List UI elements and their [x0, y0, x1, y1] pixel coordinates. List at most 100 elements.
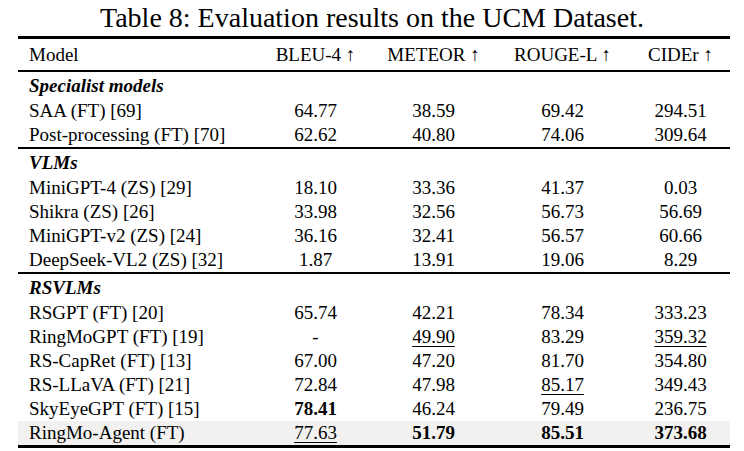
metric-value: 333.23 [654, 302, 706, 323]
metric-cell: 41.37 [494, 176, 631, 200]
metric-value: - [312, 326, 318, 347]
metric-cell: 333.23 [631, 301, 730, 325]
metric-value: 85.17 [541, 374, 584, 395]
metric-value: 77.63 [294, 422, 337, 443]
metric-value: 56.73 [541, 201, 584, 222]
table-row: RingMo-Agent (FT) 77.63 51.7985.51373.68 [18, 421, 730, 447]
table-row: DeepSeek-VL2 (ZS) [32] 1.87 13.91 19.06 8.29 [18, 248, 730, 273]
metric-cell: 349.43 [631, 373, 730, 397]
model-name: Shikra (ZS) [26] [18, 200, 258, 224]
section-label: VLMs [18, 148, 730, 176]
header-row: ModelBLEU-4 ↑METEOR ↑ROUGE-L ↑CIDEr ↑ [18, 38, 730, 72]
table-row: SAA (FT) [69] 64.77 38.59 69.42 294.51 [18, 99, 730, 123]
column-header-model: Model [18, 38, 258, 72]
metric-value: 69.42 [541, 100, 584, 121]
metric-value: 65.74 [294, 302, 337, 323]
metric-value: 46.24 [412, 398, 455, 419]
metric-cell: 56.57 [494, 224, 631, 248]
metric-value: 83.29 [541, 326, 584, 347]
metric-cell: 309.64 [631, 123, 730, 148]
metric-value: 64.77 [294, 100, 337, 121]
metric-cell: 85.51 [494, 421, 631, 447]
metric-cell: 33.36 [373, 176, 494, 200]
metric-value: 62.62 [294, 124, 337, 145]
metric-cell: 42.21 [373, 301, 494, 325]
model-name: RSGPT (FT) [20] [18, 301, 258, 325]
table-row: RingMoGPT (FT) [19]-49.9083.29359.32 [18, 325, 730, 349]
metric-value: 236.75 [654, 398, 706, 419]
metric-cell: 294.51 [631, 99, 730, 123]
metric-cell: 51.79 [373, 421, 494, 447]
metric-value: 49.90 [412, 326, 455, 347]
metric-value: 32.41 [412, 225, 455, 246]
metric-cell: 62.62 [258, 123, 373, 148]
metric-cell: 46.24 [373, 397, 494, 421]
results-table: ModelBLEU-4 ↑METEOR ↑ROUGE-L ↑CIDEr ↑ Sp… [18, 36, 730, 448]
metric-value: 78.41 [294, 398, 337, 419]
metric-value: 354.80 [654, 350, 706, 371]
model-name: MiniGPT-v2 (ZS) [24] [18, 224, 258, 248]
metric-value: 294.51 [654, 100, 706, 121]
section-header-row: RSVLMs [18, 273, 730, 301]
metric-value: 19.06 [541, 249, 584, 270]
metric-value: 32.56 [412, 201, 455, 222]
metric-cell: 38.59 [373, 99, 494, 123]
metric-cell: 56.73 [494, 200, 631, 224]
metric-value: 13.91 [412, 249, 455, 270]
metric-cell: 18.10 [258, 176, 373, 200]
metric-value: 67.00 [294, 350, 337, 371]
metric-cell: 32.56 [373, 200, 494, 224]
metric-value: 349.43 [654, 374, 706, 395]
metric-cell: 78.41 [258, 397, 373, 421]
metric-value: 8.29 [664, 249, 697, 270]
metric-value: 81.70 [541, 350, 584, 371]
section-label: RSVLMs [18, 273, 730, 301]
model-name: DeepSeek-VL2 (ZS) [32] [18, 248, 258, 273]
metric-cell: 8.29 [631, 248, 730, 273]
metric-cell: 13.91 [373, 248, 494, 273]
metric-value: 42.21 [412, 302, 455, 323]
metric-cell: 354.80 [631, 349, 730, 373]
metric-value: 56.69 [659, 201, 702, 222]
model-name: RingMo-Agent (FT) [18, 421, 258, 447]
metric-cell: 72.84 [258, 373, 373, 397]
metric-value: 1.87 [299, 249, 332, 270]
metric-cell: 64.77 [258, 99, 373, 123]
table-row: SkyEyeGPT (FT) [15] 78.41 46.24 79.49 236.75 [18, 397, 730, 421]
metric-cell: 81.70 [494, 349, 631, 373]
metric-cell: 36.16 [258, 224, 373, 248]
metric-cell: 1.87 [258, 248, 373, 273]
metric-cell: 78.34 [494, 301, 631, 325]
column-header-cider: CIDEr ↑ [631, 38, 730, 72]
model-name: SkyEyeGPT (FT) [15] [18, 397, 258, 421]
metric-cell: 373.68 [631, 421, 730, 447]
metric-value: 74.06 [541, 124, 584, 145]
metric-cell: 19.06 [494, 248, 631, 273]
metric-cell: - [258, 325, 373, 349]
metric-cell: 33.98 [258, 200, 373, 224]
model-name: RingMoGPT (FT) [19] [18, 325, 258, 349]
table-row: RS-LLaVA (FT) [21]72.8447.9885.17349.43 [18, 373, 730, 397]
metric-value: 36.16 [294, 225, 337, 246]
metric-cell: 85.17 [494, 373, 631, 397]
metric-cell: 69.42 [494, 99, 631, 123]
table-row: RS-CapRet (FT) [13]67.0047.2081.70354.80 [18, 349, 730, 373]
table-section: Specialist modelsSAA (FT) [69]64.7738.59… [18, 71, 730, 148]
column-header-meteor: METEOR ↑ [373, 38, 494, 72]
metric-cell: 32.41 [373, 224, 494, 248]
table-header: ModelBLEU-4 ↑METEOR ↑ROUGE-L ↑CIDEr ↑ [18, 38, 730, 72]
metric-cell: 79.49 [494, 397, 631, 421]
table-row: Post-processing (FT) [70]62.6240.8074.06… [18, 123, 730, 148]
metric-value: 41.37 [541, 177, 584, 198]
metric-cell: 77.63 [258, 421, 373, 447]
metric-value: 33.98 [294, 201, 337, 222]
metric-cell: 0.03 [631, 176, 730, 200]
table-row: RSGPT (FT) [20] 65.74 42.21 78.34 333.23 [18, 301, 730, 325]
metric-value: 78.34 [541, 302, 584, 323]
model-name: SAA (FT) [69] [18, 99, 258, 123]
metric-cell: 49.90 [373, 325, 494, 349]
model-name: RS-CapRet (FT) [13] [18, 349, 258, 373]
metric-cell: 74.06 [494, 123, 631, 148]
model-name: MiniGPT-4 (ZS) [29] [18, 176, 258, 200]
metric-value: 33.36 [412, 177, 455, 198]
